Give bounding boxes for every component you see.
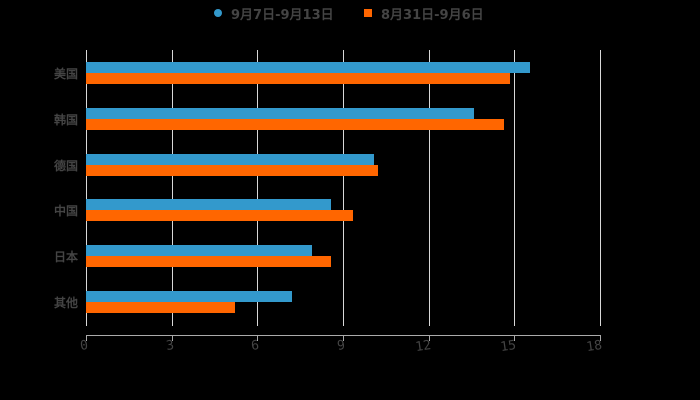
category-label: 韩国: [53, 112, 78, 127]
bar-series-1[interactable]: [86, 291, 292, 302]
bar-series-2[interactable]: [86, 118, 505, 130]
bar-series-2[interactable]: [86, 73, 511, 84]
gridline: [514, 50, 515, 326]
bar-series-2[interactable]: [86, 210, 353, 222]
x-tick: [429, 335, 430, 341]
x-tick-label: 18: [585, 338, 604, 356]
x-tick-label: 9: [336, 338, 347, 354]
legend-item-series-2[interactable]: 8月31日-9月6日: [364, 3, 484, 23]
legend-square-icon: [364, 9, 372, 17]
category-label: 其他: [53, 296, 78, 310]
bar-series-1[interactable]: [86, 199, 331, 211]
x-tick-label: 12: [414, 338, 433, 356]
legend-item-series-1[interactable]: 9月7日-9月13日: [214, 3, 334, 23]
bar-series-2[interactable]: [86, 302, 236, 313]
bar-series-1[interactable]: [86, 62, 531, 73]
category-label: 中国: [53, 204, 78, 219]
legend-circle-icon: [214, 9, 222, 17]
bar-series-2[interactable]: [86, 256, 331, 268]
x-tick-label: 0: [79, 338, 90, 354]
gridline: [600, 50, 601, 326]
bar-series-1[interactable]: [86, 153, 374, 165]
category-label: 日本: [53, 250, 78, 265]
gridline: [86, 50, 87, 326]
bar-series-1[interactable]: [86, 245, 312, 257]
x-tick: [600, 335, 601, 341]
category-label: 美国: [53, 67, 78, 81]
x-tick: [257, 335, 258, 341]
legend-label: 9月7日-9月13日: [231, 7, 334, 23]
x-tick: [343, 335, 344, 341]
bar-series-2[interactable]: [86, 164, 378, 176]
x-tick: [172, 335, 173, 341]
legend-label: 8月31日-9月6日: [381, 7, 484, 23]
gridline: [257, 50, 258, 326]
x-tick-label: 6: [250, 338, 261, 354]
x-tick-label: 3: [165, 338, 176, 354]
bar-series-1[interactable]: [86, 107, 475, 119]
gridline: [429, 50, 430, 326]
legend: 9月7日-9月13日 8月31日-9月6日: [0, 3, 700, 23]
gridline: [172, 50, 173, 326]
category-label: 德国: [53, 158, 78, 173]
gridline: [343, 50, 344, 326]
x-tick-label: 15: [499, 338, 518, 356]
x-tick: [514, 335, 515, 341]
x-tick: [86, 335, 87, 341]
